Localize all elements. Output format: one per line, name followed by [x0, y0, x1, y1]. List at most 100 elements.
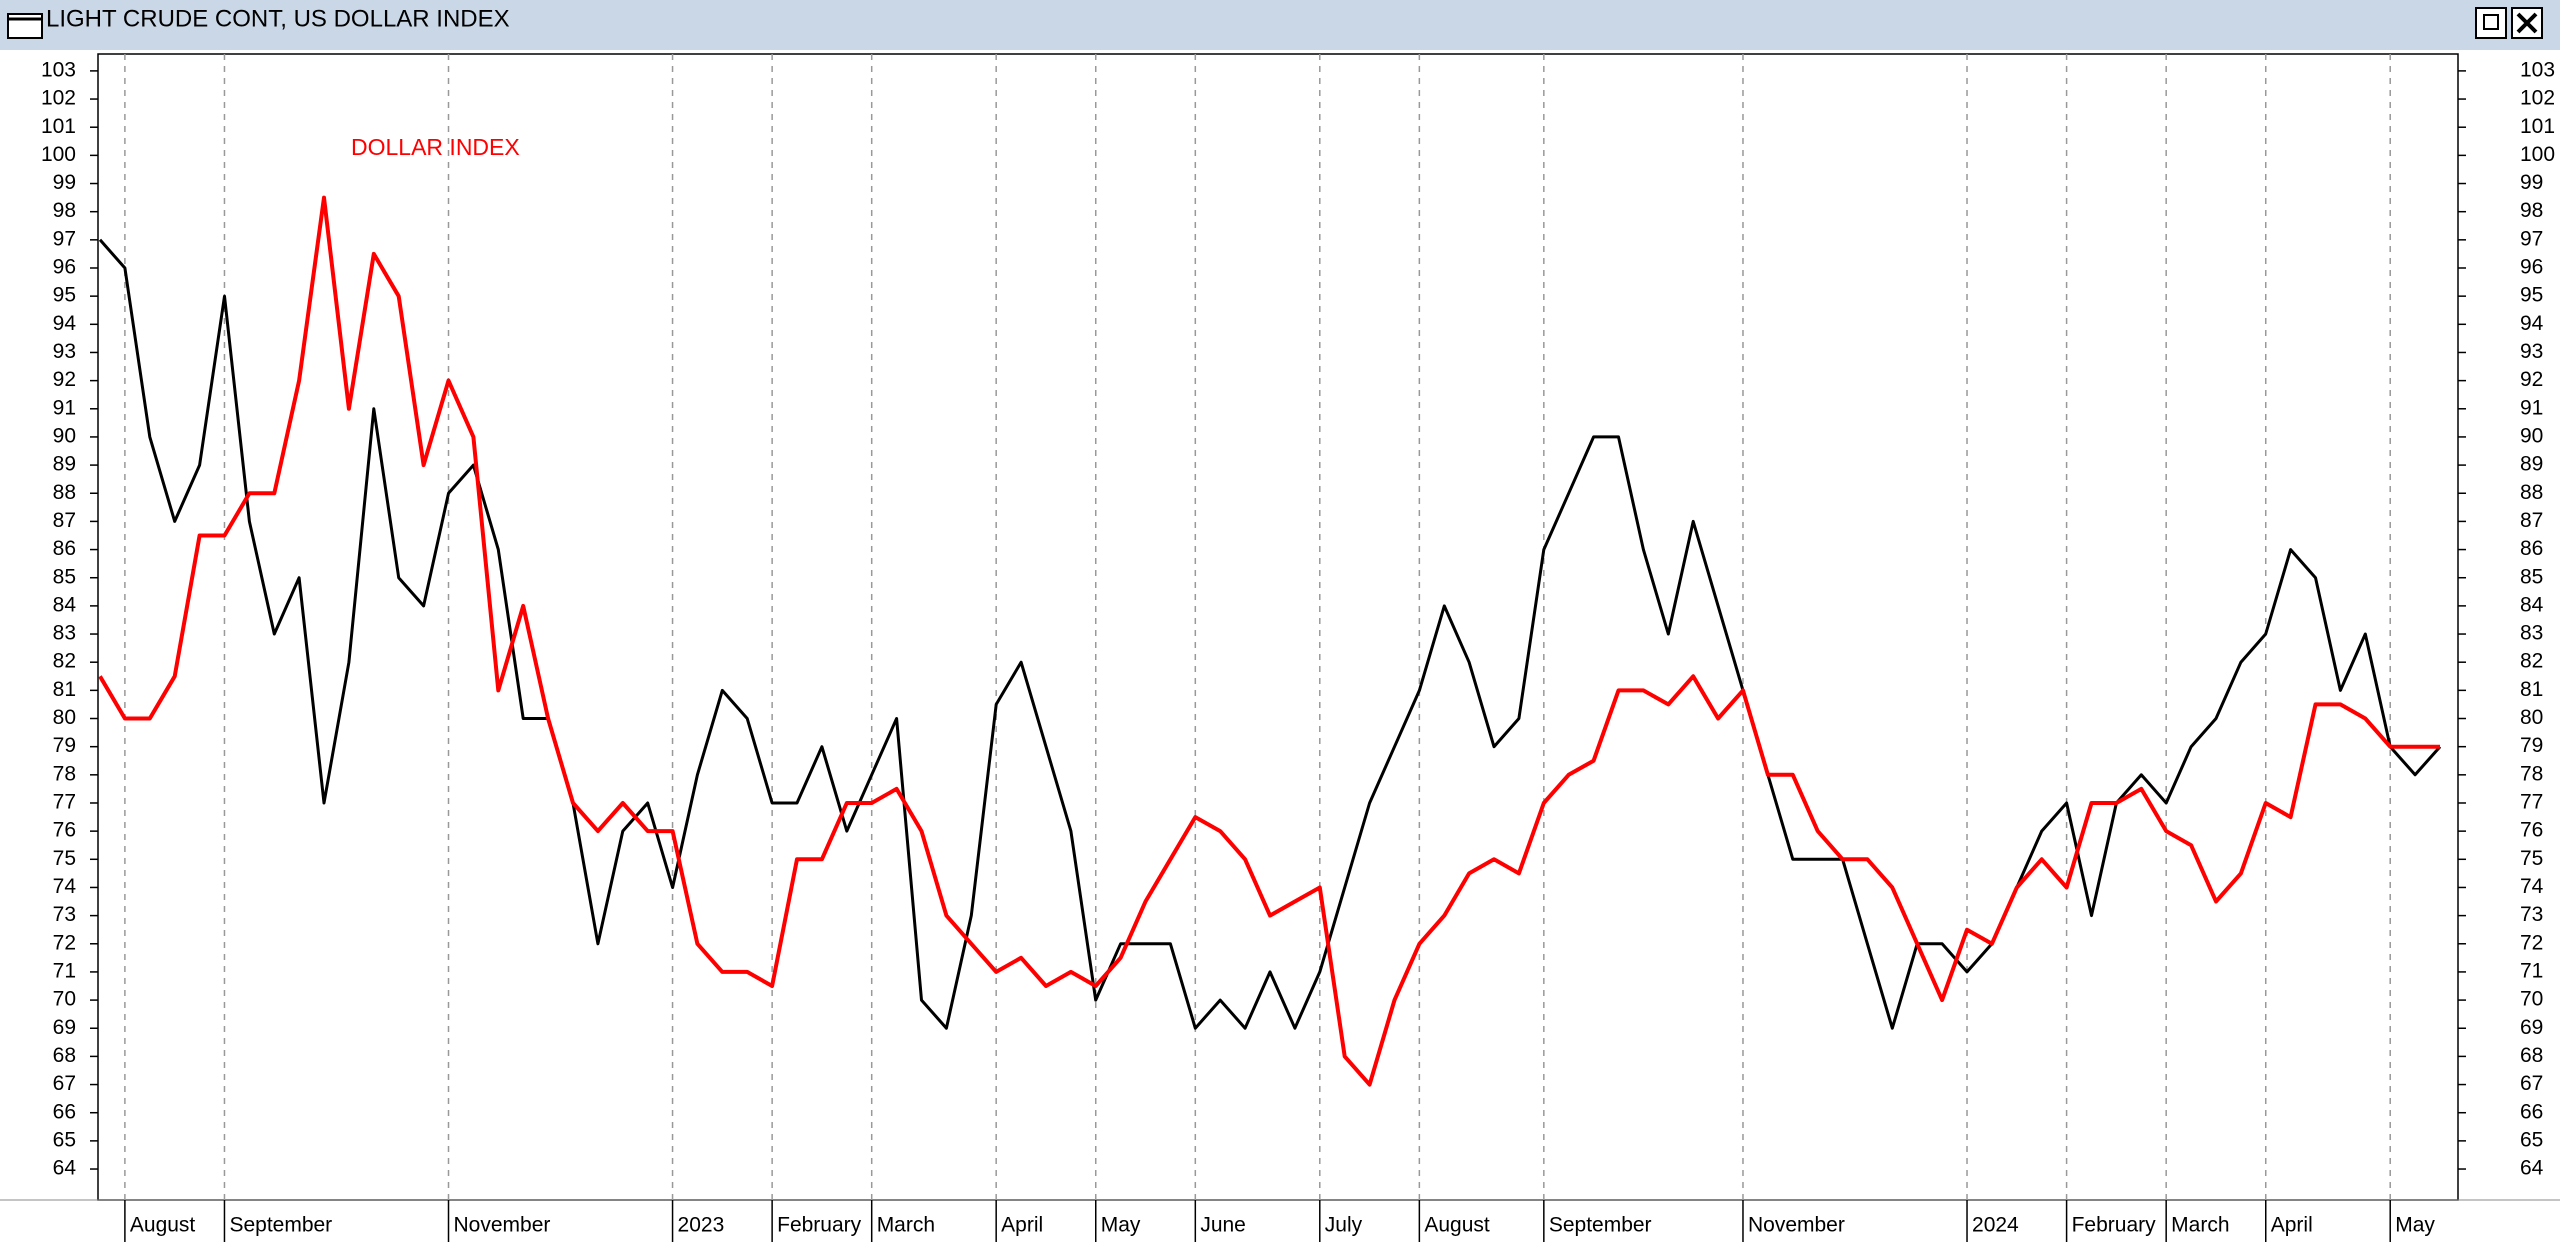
y-tick-label-right: 75	[2520, 847, 2543, 870]
y-tick-label-right: 77	[2520, 791, 2543, 814]
y-tick-label-right: 74	[2520, 875, 2544, 898]
y-tick-label-left: 79	[53, 734, 76, 757]
y-tick-label-left: 103	[41, 58, 76, 81]
y-tick-label-right: 93	[2520, 340, 2543, 363]
y-tick-label-left: 91	[53, 396, 76, 419]
y-tick-label-left: 89	[53, 453, 76, 476]
y-tick-label-left: 97	[53, 227, 76, 250]
annotation: DOLLAR INDEX	[351, 134, 520, 160]
y-tick-label-right: 72	[2520, 931, 2543, 954]
y-tick-label-left: 86	[53, 537, 76, 560]
y-tick-label-left: 74	[53, 875, 77, 898]
y-tick-label-left: 75	[53, 847, 76, 870]
y-tick-label-left: 70	[53, 988, 76, 1011]
y-tick-label-left: 102	[41, 87, 76, 110]
y-tick-label-left: 92	[53, 368, 76, 391]
y-tick-label-left: 80	[53, 706, 76, 729]
y-tick-label-left: 96	[53, 256, 76, 279]
y-tick-label-right: 100	[2520, 143, 2555, 166]
title-bar	[0, 0, 2560, 50]
maximize-icon	[2483, 14, 2499, 30]
y-tick-label-right: 86	[2520, 537, 2543, 560]
y-tick-label-left: 99	[53, 171, 76, 194]
y-tick-label-right: 94	[2520, 312, 2544, 335]
y-tick-label-right: 101	[2520, 115, 2555, 138]
y-tick-label-right: 103	[2520, 58, 2555, 81]
series-line	[98, 195, 2440, 1087]
x-tick-label: February	[777, 1214, 862, 1237]
y-tick-label-left: 95	[53, 284, 76, 307]
x-tick-label: March	[2171, 1214, 2229, 1237]
y-tick-label-right: 67	[2520, 1072, 2543, 1095]
x-tick-label: 2024	[1972, 1214, 2019, 1237]
y-tick-label-right: 64	[2520, 1157, 2544, 1180]
y-tick-label-right: 89	[2520, 453, 2543, 476]
y-tick-label-right: 97	[2520, 227, 2543, 250]
y-tick-label-left: 77	[53, 791, 76, 814]
y-tick-label-left: 68	[53, 1044, 76, 1067]
y-tick-label-left: 72	[53, 931, 76, 954]
y-tick-label-left: 69	[53, 1016, 76, 1039]
x-tick-label: 2023	[678, 1214, 725, 1237]
y-tick-label-right: 73	[2520, 903, 2543, 926]
y-tick-label-right: 76	[2520, 819, 2543, 842]
y-tick-label-right: 81	[2520, 678, 2543, 701]
x-tick-label: November	[1748, 1214, 1845, 1237]
y-tick-label-left: 93	[53, 340, 76, 363]
y-tick-label-left: 76	[53, 819, 76, 842]
y-tick-label-right: 102	[2520, 87, 2555, 110]
y-tick-label-left: 82	[53, 650, 76, 673]
y-tick-label-right: 87	[2520, 509, 2543, 532]
y-tick-label-left: 83	[53, 622, 76, 645]
x-tick-label: September	[229, 1214, 332, 1237]
y-tick-label-right: 71	[2520, 959, 2543, 982]
x-tick-label: February	[2072, 1214, 2157, 1237]
y-tick-label-left: 94	[53, 312, 77, 335]
x-tick-label: March	[877, 1214, 935, 1237]
y-tick-label-left: 73	[53, 903, 76, 926]
close-icon	[2516, 12, 2538, 34]
y-tick-label-left: 88	[53, 481, 76, 504]
x-tick-label: July	[1325, 1214, 1363, 1237]
x-tick-label: November	[454, 1214, 551, 1237]
y-tick-label-right: 96	[2520, 256, 2543, 279]
y-tick-label-left: 67	[53, 1072, 76, 1095]
y-tick-label-left: 101	[41, 115, 76, 138]
y-tick-label-left: 64	[53, 1157, 77, 1180]
y-tick-label-right: 78	[2520, 762, 2543, 785]
y-tick-label-right: 80	[2520, 706, 2543, 729]
x-tick-label: August	[1424, 1214, 1490, 1237]
y-tick-label-right: 95	[2520, 284, 2543, 307]
y-tick-label-right: 90	[2520, 424, 2543, 447]
y-tick-label-right: 99	[2520, 171, 2543, 194]
plot-area	[97, 53, 2459, 1201]
y-tick-label-right: 92	[2520, 368, 2543, 391]
y-tick-label-right: 65	[2520, 1128, 2543, 1151]
y-tick-label-right: 84	[2520, 593, 2544, 616]
y-tick-label-right: 69	[2520, 1016, 2543, 1039]
y-tick-label-left: 71	[53, 959, 76, 982]
x-tick-label: April	[1001, 1214, 1043, 1237]
y-tick-label-left: 84	[53, 593, 77, 616]
maximize-button[interactable]	[2475, 7, 2507, 39]
y-tick-label-left: 90	[53, 424, 76, 447]
y-tick-label-left: 98	[53, 199, 76, 222]
y-tick-label-right: 70	[2520, 988, 2543, 1011]
series-line	[98, 238, 2442, 1030]
y-tick-label-left: 66	[53, 1100, 76, 1123]
y-tick-label-left: 85	[53, 565, 76, 588]
x-tick-label: May	[1101, 1214, 1141, 1237]
y-tick-label-left: 100	[41, 143, 76, 166]
x-tick-label: September	[1549, 1214, 1652, 1237]
y-tick-label-right: 66	[2520, 1100, 2543, 1123]
y-tick-label-right: 85	[2520, 565, 2543, 588]
chart-title: LIGHT CRUDE CONT, US DOLLAR INDEX	[46, 5, 510, 32]
y-tick-label-right: 82	[2520, 650, 2543, 673]
y-tick-label-right: 68	[2520, 1044, 2543, 1067]
x-tick-label: April	[2271, 1214, 2313, 1237]
y-tick-label-right: 83	[2520, 622, 2543, 645]
y-tick-label-left: 81	[53, 678, 76, 701]
y-tick-label-left: 65	[53, 1128, 76, 1151]
